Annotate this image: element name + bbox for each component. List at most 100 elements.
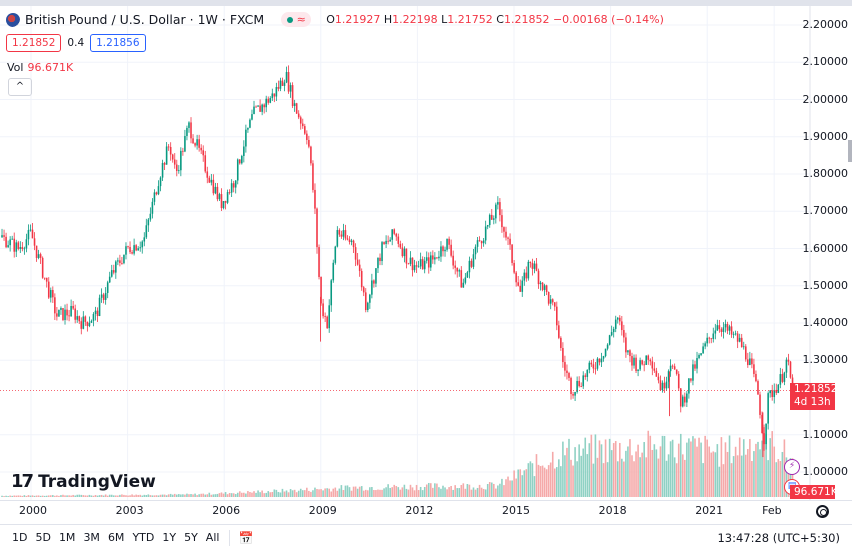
volume-bar bbox=[720, 437, 723, 497]
candle-body bbox=[749, 358, 751, 365]
price-tick: 2.10000 bbox=[802, 55, 849, 69]
candle-body bbox=[545, 285, 548, 292]
candle-body bbox=[92, 314, 95, 321]
candle-body bbox=[228, 192, 231, 193]
volume-bar bbox=[139, 494, 142, 497]
volume-bar bbox=[598, 440, 601, 497]
candle-body bbox=[598, 358, 601, 363]
gbp-usd-flag-icon bbox=[6, 12, 20, 27]
candle-body bbox=[249, 119, 251, 128]
candle-body bbox=[724, 323, 727, 328]
candle-body bbox=[64, 309, 66, 321]
events-lightning-icon[interactable]: ⚡ bbox=[784, 459, 800, 475]
clock[interactable]: 13:47:28 (UTC+5:30) bbox=[717, 530, 840, 545]
candle-body bbox=[171, 154, 174, 160]
timeframe-3m[interactable]: 3M bbox=[83, 531, 100, 544]
settings-gear-icon[interactable] bbox=[816, 505, 829, 518]
volume-bar bbox=[5, 495, 7, 497]
candle-body bbox=[96, 310, 99, 317]
candle-body bbox=[115, 261, 117, 273]
candle-body bbox=[68, 315, 70, 317]
candle-body bbox=[131, 252, 133, 254]
timeframe-5d[interactable]: 5D bbox=[35, 531, 51, 544]
side-panel-handle[interactable] bbox=[848, 140, 852, 162]
tradingview-logo[interactable]: 17 TradingView bbox=[11, 471, 156, 492]
volume-bar bbox=[167, 494, 170, 497]
volume-bar bbox=[74, 495, 76, 497]
candle-body bbox=[787, 359, 790, 362]
candle-body bbox=[549, 299, 552, 304]
volume-bar bbox=[165, 495, 168, 497]
volume-bar bbox=[180, 494, 182, 497]
candle-body bbox=[62, 308, 64, 321]
candle-body bbox=[625, 337, 627, 353]
volume-bar bbox=[188, 494, 190, 497]
symbol-title[interactable]: British Pound / U.S. Dollar · 1W · FXCM bbox=[25, 12, 265, 27]
volume-bar bbox=[11, 495, 13, 497]
candle-body bbox=[147, 219, 150, 226]
volume-bar bbox=[249, 492, 251, 497]
volume-bar bbox=[395, 486, 398, 497]
candle-body bbox=[686, 393, 688, 403]
volume-bar bbox=[677, 443, 680, 497]
date-range-icon[interactable]: 📅 bbox=[238, 530, 254, 545]
volume-bar bbox=[580, 455, 582, 497]
price-chart[interactable] bbox=[0, 6, 852, 500]
volume-bar bbox=[33, 495, 36, 497]
candle-body bbox=[430, 255, 432, 268]
market-status[interactable]: ≈ bbox=[281, 12, 312, 27]
time-tick: 2000 bbox=[19, 504, 47, 517]
candle-body bbox=[562, 347, 564, 363]
candle-body bbox=[702, 346, 704, 354]
candle-body bbox=[468, 260, 471, 273]
candle-body bbox=[253, 106, 255, 115]
volume-bar bbox=[578, 444, 580, 497]
candle-body bbox=[360, 270, 363, 288]
volume-bar bbox=[344, 485, 347, 497]
volume-bar bbox=[326, 488, 328, 497]
volume-bar bbox=[129, 495, 131, 497]
candle-body bbox=[106, 282, 109, 293]
candle-body bbox=[621, 321, 623, 331]
time-axis[interactable]: 2000 2003 2006 2009 2012 2015 2018 2021 Feb bbox=[0, 500, 852, 520]
volume-bar bbox=[206, 494, 209, 497]
timeframe-1d[interactable]: 1D bbox=[12, 531, 28, 544]
candle-body bbox=[285, 72, 288, 83]
candle-body bbox=[104, 292, 107, 300]
volume-bar bbox=[291, 490, 294, 497]
candle-body bbox=[436, 257, 438, 259]
volume-bar bbox=[86, 495, 89, 497]
sell-button[interactable]: 1.21852 bbox=[6, 34, 62, 52]
timeframe-1m[interactable]: 1M bbox=[58, 531, 76, 544]
volume-bar bbox=[145, 495, 148, 497]
volume-bar bbox=[558, 459, 560, 497]
timeframe-5y[interactable]: 5Y bbox=[184, 531, 198, 544]
volume-bar bbox=[350, 490, 353, 497]
timeframe-ytd[interactable]: YTD bbox=[132, 531, 155, 544]
volume-bar bbox=[616, 461, 619, 497]
volume-bar bbox=[287, 492, 290, 497]
timeframe-1y[interactable]: 1Y bbox=[162, 531, 177, 544]
candle-body bbox=[383, 242, 385, 244]
candle-body bbox=[149, 213, 152, 220]
buy-button[interactable]: 1.21856 bbox=[90, 34, 146, 52]
volume-bar bbox=[647, 430, 650, 497]
timeframe-all[interactable]: All bbox=[205, 531, 220, 544]
volume-bar bbox=[659, 446, 662, 497]
volume-bar bbox=[147, 494, 150, 497]
candle-body bbox=[180, 150, 182, 171]
volume-bar bbox=[588, 443, 591, 497]
candle-body bbox=[129, 246, 131, 253]
time-tick: 2015 bbox=[502, 504, 530, 517]
candle-body bbox=[326, 316, 328, 329]
volume-bar bbox=[486, 484, 489, 497]
timeframe-6m[interactable]: 6M bbox=[107, 531, 125, 544]
price-tick: 1.30000 bbox=[802, 353, 849, 367]
volume-bar bbox=[535, 454, 538, 497]
candle-body bbox=[553, 302, 556, 307]
volume-bar bbox=[608, 438, 611, 497]
collapse-legend-button[interactable]: ^ bbox=[8, 78, 32, 96]
candle-body bbox=[415, 265, 418, 267]
volume-bar bbox=[460, 484, 463, 497]
candle-body bbox=[675, 369, 678, 374]
